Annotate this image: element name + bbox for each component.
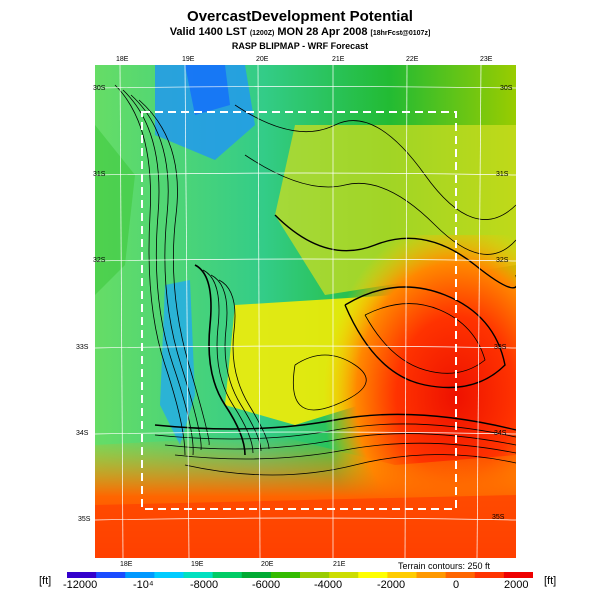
- top-lon-label: 19E: [182, 56, 195, 63]
- color-scale-swatch: [445, 572, 476, 578]
- color-scale-swatch: [212, 572, 243, 578]
- contour-line: [218, 279, 270, 450]
- legend-tick-label: -2000: [377, 579, 406, 591]
- color-scale-swatch: [416, 572, 447, 578]
- color-scale-swatch: [96, 572, 126, 578]
- color-scale-swatch: [125, 572, 155, 578]
- contour-line: [130, 94, 202, 451]
- left-lat-label: 33S: [76, 344, 89, 351]
- color-scale-swatch: [387, 572, 418, 578]
- color-scale-swatch: [329, 572, 359, 578]
- legend-tick-label: -6000: [252, 579, 281, 591]
- right-lat-label: 35S: [492, 514, 505, 521]
- bottom-lon-label: 19E: [191, 561, 204, 568]
- grid-parallel: [95, 258, 516, 262]
- contour-line: [244, 154, 516, 255]
- blue-area-west: [160, 280, 195, 445]
- color-scale-swatch: [67, 572, 97, 578]
- grid-meridian: [184, 65, 190, 558]
- left-lat-label: 30S: [93, 85, 106, 92]
- forecast-date: MON 28 Apr 2008: [277, 26, 368, 38]
- left-lat-label: 31S: [93, 171, 106, 178]
- top-lon-label: 22E: [406, 56, 419, 63]
- contour-line: [364, 303, 486, 374]
- color-scale-bar: [67, 572, 533, 578]
- top-lon-label: 21E: [332, 56, 345, 63]
- contour-line: [234, 104, 516, 220]
- contour-line: [154, 413, 516, 431]
- contour-line: [344, 286, 506, 389]
- contour-line: [122, 89, 194, 456]
- color-scale-swatch: [241, 572, 272, 578]
- legend-tick-label: -8000: [190, 579, 219, 591]
- contour-line: [138, 99, 210, 446]
- legend-unit-left: [ft]: [39, 575, 52, 587]
- blue-area-north: [155, 65, 255, 160]
- green-west: [95, 125, 135, 295]
- right-lat-label: 32S: [496, 257, 509, 264]
- contour-line: [114, 84, 186, 456]
- grid-meridian: [476, 65, 482, 558]
- left-lat-label: 35S: [78, 516, 91, 523]
- forecast-hours: [18hrFcst@0107z]: [370, 30, 431, 37]
- contour-line: [184, 454, 516, 476]
- right-lat-label: 30S: [500, 85, 513, 92]
- grid-meridian: [257, 65, 261, 558]
- color-scale-swatch: [300, 572, 330, 578]
- grid-parallel: [95, 86, 516, 89]
- color-scale-swatch: [183, 572, 214, 578]
- top-lon-label: 18E: [116, 56, 129, 63]
- grid-parallel: [95, 345, 516, 349]
- color-scale-swatch: [270, 572, 301, 578]
- grid-parallel: [95, 172, 516, 176]
- forecast-map: [95, 65, 516, 558]
- model-line: RASP BLIPMAP - WRF Forecast: [231, 41, 369, 51]
- bottom-lon-label: 20E: [261, 561, 274, 568]
- utc-time: (1200Z): [249, 30, 275, 37]
- grid-meridian: [404, 65, 408, 558]
- legend-tick-label: -12000: [63, 579, 98, 591]
- left-lat-label: 34S: [76, 430, 89, 437]
- color-scale-swatch: [474, 572, 505, 578]
- grid-meridian: [119, 65, 124, 558]
- legend-unit-right: [ft]: [544, 575, 557, 587]
- bottom-lon-label: 18E: [120, 561, 133, 568]
- deep-blue-area: [185, 65, 230, 115]
- top-lon-label: 23E: [480, 56, 493, 63]
- grid-parallel: [95, 517, 516, 521]
- legend-tick-label: 2000: [504, 579, 529, 591]
- inner-domain-box: [141, 111, 457, 510]
- contour-line: [293, 354, 367, 411]
- legend-tick-label: -4000: [314, 579, 343, 591]
- contour-line: [274, 214, 516, 289]
- map-title: OvercastDevelopment Potential: [187, 8, 413, 25]
- color-scale-swatch: [503, 572, 533, 578]
- bottom-lon-label: 21E: [333, 561, 346, 568]
- legend-tick-label: 0: [453, 579, 460, 591]
- color-scale-swatch: [358, 572, 388, 578]
- red-south: [95, 495, 516, 558]
- lat-lon-grid: [95, 65, 516, 558]
- left-lat-label: 32S: [93, 257, 106, 264]
- right-lat-label: 33S: [494, 344, 507, 351]
- color-scale-swatch: [154, 572, 185, 578]
- valid-time-line: Valid 1400 LST (1200Z) MON 28 Apr 2008 […: [0, 26, 600, 38]
- right-lat-label: 34S: [494, 430, 507, 437]
- valid-time: Valid 1400 LST: [169, 26, 247, 38]
- top-lon-label: 20E: [256, 56, 269, 63]
- grid-parallel: [95, 431, 516, 435]
- contour-line: [174, 442, 516, 460]
- contour-line: [210, 274, 262, 452]
- terrain-contour-note: Terrain contours: 250 ft: [398, 561, 491, 571]
- legend-tick-label: -10⁴: [133, 579, 154, 591]
- right-lat-label: 31S: [496, 171, 509, 178]
